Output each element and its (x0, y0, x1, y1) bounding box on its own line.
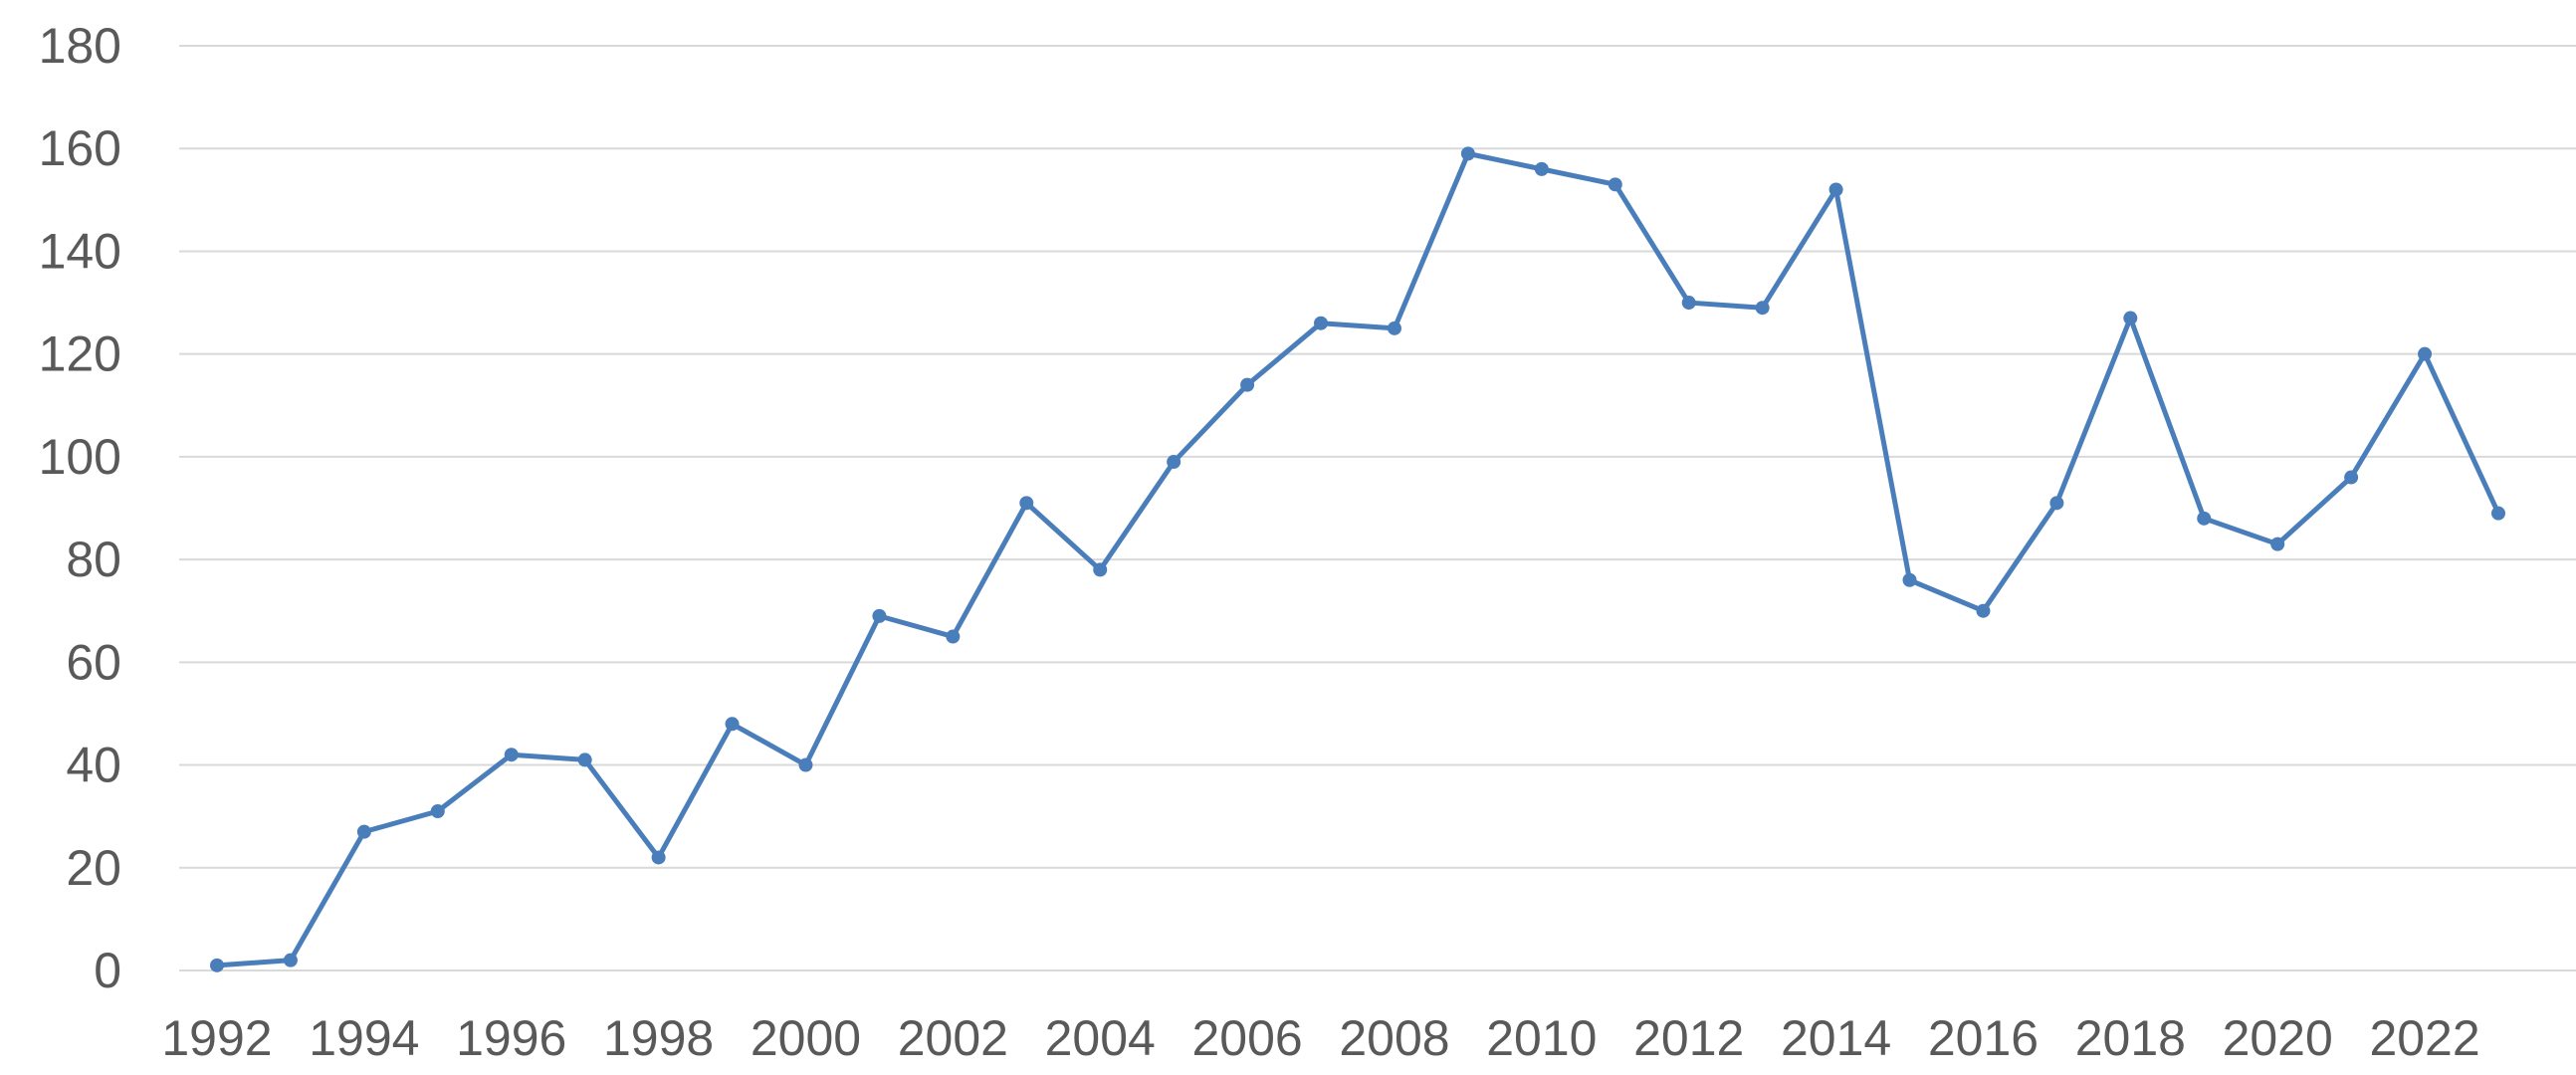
y-tick-label: 40 (66, 738, 121, 793)
data-point-2004 (1093, 562, 1108, 577)
y-tick-label: 120 (39, 326, 121, 382)
x-tick-label: 2012 (1633, 1010, 1744, 1066)
y-tick-label: 60 (66, 634, 121, 690)
data-point-2012 (1681, 296, 1696, 311)
x-tick-label: 2006 (1191, 1010, 1302, 1066)
data-point-1992 (210, 958, 224, 972)
data-point-1996 (504, 748, 519, 762)
data-point-2011 (1608, 177, 1622, 192)
y-tick-label: 140 (39, 223, 121, 279)
data-point-2022 (2418, 346, 2433, 361)
x-tick-label: 2014 (1781, 1010, 1891, 1066)
data-point-2015 (1902, 572, 1917, 587)
y-tick-label: 80 (66, 532, 121, 587)
x-tick-label: 2022 (2369, 1010, 2479, 1066)
y-tick-label: 180 (39, 18, 121, 74)
data-point-2020 (2270, 537, 2285, 551)
y-tick-label: 0 (94, 943, 121, 998)
data-point-1994 (356, 824, 371, 839)
data-point-2006 (1240, 377, 1255, 392)
data-point-2002 (946, 629, 961, 644)
x-tick-label: 2004 (1045, 1010, 1156, 1066)
y-tick-label: 100 (39, 429, 121, 485)
x-tick-label: 1994 (309, 1010, 419, 1066)
x-tick-label: 2008 (1339, 1010, 1449, 1066)
data-point-2007 (1314, 316, 1329, 330)
data-point-1998 (651, 850, 666, 865)
x-tick-label: 1996 (456, 1010, 566, 1066)
data-point-2001 (872, 608, 887, 623)
x-tick-label: 2018 (2075, 1010, 2186, 1066)
data-point-1997 (577, 752, 592, 767)
data-point-2017 (2049, 496, 2064, 511)
x-axis: 1992 1994 1996 1998 2000 2002 2004 2006 2008 2010… (161, 1010, 2479, 1066)
x-tick-label: 2016 (1928, 1010, 2039, 1066)
y-tick-label: 20 (66, 840, 121, 896)
x-tick-label: 2000 (751, 1010, 861, 1066)
x-tick-label: 2020 (2223, 1010, 2333, 1066)
data-point-2013 (1755, 301, 1770, 316)
data-point-2019 (2197, 511, 2212, 526)
y-axis: 0 20 40 60 80 100 120 140 160 180 (39, 18, 121, 998)
data-point-2016 (1976, 603, 1991, 618)
data-point-2014 (1828, 182, 1843, 197)
x-tick-label: 1992 (161, 1010, 272, 1066)
data-point-2000 (798, 757, 813, 772)
data-point-2009 (1460, 146, 1475, 161)
data-point-1995 (430, 804, 445, 819)
series-layer (210, 146, 2505, 972)
series-line (214, 150, 2501, 968)
data-point-2023 (2491, 506, 2505, 521)
data-point-2018 (2123, 311, 2138, 325)
data-point-2003 (1019, 496, 1034, 511)
y-tick-label: 160 (39, 120, 121, 176)
data-point-2010 (1534, 161, 1549, 176)
x-tick-label: 2002 (898, 1010, 1008, 1066)
data-point-1999 (725, 717, 740, 732)
x-tick-label: 2010 (1486, 1010, 1597, 1066)
gridlines (179, 45, 2576, 971)
x-tick-label: 1998 (603, 1010, 714, 1066)
data-point-2005 (1167, 455, 1181, 470)
data-point-1993 (283, 953, 298, 968)
data-point-2021 (2344, 470, 2359, 485)
data-point-2008 (1387, 321, 1401, 335)
